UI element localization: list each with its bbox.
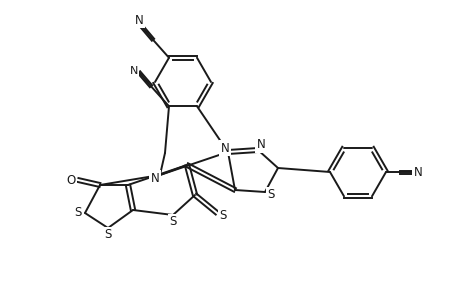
Text: N: N — [129, 66, 138, 76]
Text: N: N — [150, 172, 159, 184]
Text: S: S — [74, 206, 82, 220]
Text: S: S — [267, 188, 274, 202]
Text: N: N — [413, 166, 421, 178]
Text: N: N — [220, 142, 229, 154]
Text: S: S — [169, 215, 176, 229]
Text: N: N — [134, 14, 143, 27]
Text: N: N — [256, 139, 265, 152]
Text: O: O — [66, 173, 75, 187]
Text: S: S — [104, 229, 112, 242]
Text: S: S — [219, 209, 226, 223]
